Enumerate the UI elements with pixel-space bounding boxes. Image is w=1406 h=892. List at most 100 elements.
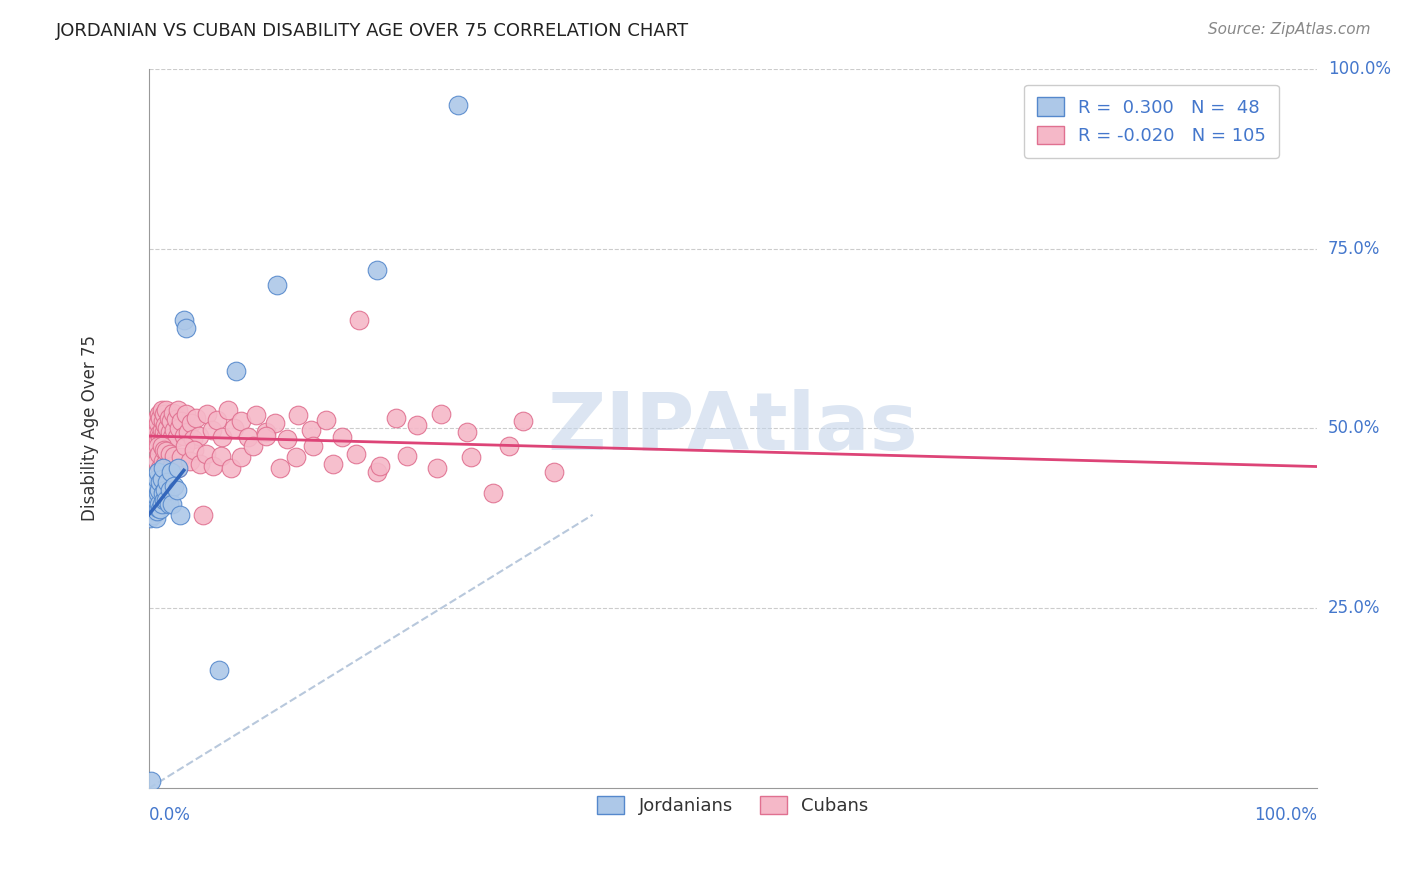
Point	[266, 277, 288, 292]
Point	[229, 414, 252, 428]
Point	[146, 486, 169, 500]
Point	[395, 449, 418, 463]
Point	[146, 504, 169, 518]
Point	[142, 508, 165, 522]
Point	[157, 410, 180, 425]
Point	[344, 447, 367, 461]
Point	[368, 458, 391, 473]
Point	[139, 774, 162, 789]
Point	[460, 450, 482, 465]
Point	[150, 403, 173, 417]
Point	[139, 500, 162, 515]
Point	[146, 454, 169, 468]
Point	[177, 425, 200, 439]
Point	[211, 430, 233, 444]
Point	[159, 425, 181, 439]
Point	[222, 421, 245, 435]
Point	[160, 465, 183, 479]
Point	[160, 458, 183, 473]
Point	[242, 440, 264, 454]
Point	[183, 443, 205, 458]
Point	[166, 483, 188, 497]
Point	[302, 440, 325, 454]
Point	[146, 490, 169, 504]
Point	[254, 428, 277, 442]
Point	[166, 430, 188, 444]
Point	[152, 486, 174, 500]
Point	[170, 450, 193, 465]
Point	[322, 458, 344, 472]
Point	[142, 421, 165, 435]
Point	[149, 475, 172, 490]
Point	[174, 320, 197, 334]
Point	[229, 450, 252, 465]
Point	[145, 511, 167, 525]
Legend: Jordanians, Cubans: Jordanians, Cubans	[589, 789, 876, 822]
Point	[276, 432, 298, 446]
Point	[143, 475, 166, 490]
Point	[150, 497, 173, 511]
Point	[145, 479, 167, 493]
Point	[156, 435, 179, 450]
Point	[160, 430, 183, 444]
Text: 75.0%: 75.0%	[1329, 240, 1381, 258]
Point	[184, 410, 207, 425]
Point	[366, 465, 388, 479]
Point	[156, 421, 179, 435]
Point	[152, 454, 174, 468]
Point	[150, 423, 173, 437]
Point	[155, 428, 177, 442]
Point	[209, 449, 232, 463]
Point	[153, 483, 176, 497]
Point	[148, 497, 170, 511]
Point	[366, 263, 388, 277]
Point	[456, 425, 478, 439]
Point	[139, 511, 162, 525]
Point	[149, 430, 172, 444]
Point	[180, 416, 202, 430]
Point	[188, 428, 211, 442]
Point	[173, 428, 195, 442]
Point	[181, 432, 204, 446]
Point	[153, 425, 176, 439]
Point	[146, 500, 169, 515]
Point	[153, 443, 176, 458]
Point	[202, 458, 225, 473]
Point	[173, 313, 195, 327]
Point	[146, 440, 169, 454]
Point	[159, 447, 181, 461]
Point	[155, 493, 177, 508]
Point	[162, 406, 184, 420]
Point	[201, 423, 224, 437]
Point	[167, 421, 190, 435]
Point	[188, 458, 211, 472]
Point	[165, 412, 187, 426]
Point	[264, 416, 287, 430]
Point	[155, 444, 177, 458]
Point	[143, 493, 166, 508]
Point	[285, 450, 308, 465]
Point	[156, 475, 179, 490]
Point	[163, 423, 186, 437]
Point	[163, 479, 186, 493]
Point	[141, 497, 163, 511]
Point	[145, 440, 167, 454]
Point	[153, 493, 176, 508]
Text: 100.0%: 100.0%	[1254, 806, 1317, 824]
Point	[195, 447, 218, 461]
Point	[150, 472, 173, 486]
Point	[145, 497, 167, 511]
Point	[426, 461, 449, 475]
Point	[498, 440, 520, 454]
Point	[146, 432, 169, 446]
Point	[148, 427, 170, 442]
Point	[141, 432, 163, 446]
Point	[141, 504, 163, 518]
Point	[141, 483, 163, 497]
Point	[146, 472, 169, 486]
Point	[153, 458, 176, 472]
Point	[191, 508, 214, 522]
Point	[385, 410, 408, 425]
Text: Source: ZipAtlas.com: Source: ZipAtlas.com	[1208, 22, 1371, 37]
Point	[167, 461, 190, 475]
